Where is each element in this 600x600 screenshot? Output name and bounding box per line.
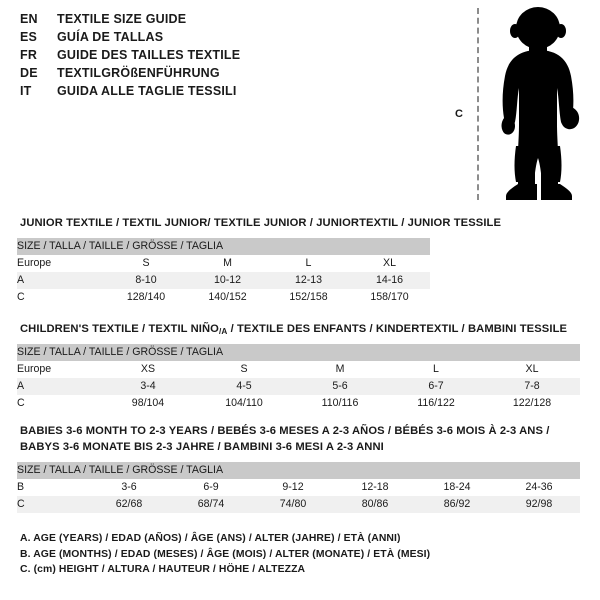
- babies-section-title-line2: BABYS 3-6 MONATE BIS 2-3 JAHRE / BAMBINI…: [20, 441, 384, 453]
- legend-item-a: A. AGE (YEARS) / EDAD (AÑOS) / ÂGE (ANS)…: [20, 533, 401, 544]
- cell-value: 122/128: [484, 395, 581, 412]
- cell-value: 158/170: [349, 289, 431, 306]
- language-row-en: EN TEXTILE SIZE GUIDE: [20, 12, 440, 30]
- babies-band-label: SIZE / TALLA / TAILLE / GRÖSSE / TAGLIA: [17, 462, 581, 479]
- table-row: A 8-10 10-12 12-13 14-16: [17, 272, 431, 289]
- junior-band-label: SIZE / TALLA / TAILLE / GRÖSSE / TAGLIA: [17, 238, 431, 255]
- language-title: TEXTILGRÖßENFÜHRUNG: [57, 66, 220, 80]
- cell-value: 68/74: [170, 496, 252, 513]
- row-label: C: [17, 496, 88, 513]
- table-row: C 98/104 104/110 110/116 116/122 122/128: [17, 395, 581, 412]
- row-label: C: [17, 289, 105, 306]
- cell-value: L: [268, 255, 349, 272]
- row-label: A: [17, 378, 100, 395]
- junior-table-band-row: SIZE / TALLA / TAILLE / GRÖSSE / TAGLIA: [17, 238, 431, 255]
- cell-value: 3-4: [100, 378, 196, 395]
- cell-value: M: [187, 255, 268, 272]
- cell-value: 104/110: [196, 395, 292, 412]
- height-measure-label: C: [455, 108, 463, 120]
- children-title-post: / TEXTILE DES ENFANTS / KINDERTEXTIL / B…: [227, 323, 568, 335]
- cell-value: 128/140: [105, 289, 187, 306]
- cell-value: S: [105, 255, 187, 272]
- language-header-block: EN TEXTILE SIZE GUIDE ES GUÍA DE TALLAS …: [20, 12, 440, 102]
- language-title: GUÍA DE TALLAS: [57, 30, 164, 44]
- junior-size-table: SIZE / TALLA / TAILLE / GRÖSSE / TAGLIA …: [17, 238, 431, 306]
- language-code: DE: [20, 66, 38, 80]
- cell-value: 24-36: [498, 479, 581, 496]
- babies-section-title-line1: BABIES 3-6 MONTH TO 2-3 YEARS / BEBÉS 3-…: [20, 425, 550, 437]
- cell-value: 6-7: [388, 378, 484, 395]
- children-section-title: CHILDREN'S TEXTILE / TEXTIL NIÑO/A / TEX…: [20, 322, 567, 339]
- children-title-subscript: /A: [218, 326, 228, 336]
- cell-value: 74/80: [252, 496, 334, 513]
- children-title-pre: CHILDREN'S TEXTILE / TEXTIL NIÑO: [20, 323, 219, 335]
- junior-section-title: JUNIOR TEXTILE / TEXTIL JUNIOR/ TEXTILE …: [20, 217, 502, 229]
- cell-value: 92/98: [498, 496, 581, 513]
- language-code: ES: [20, 30, 38, 44]
- children-size-table: SIZE / TALLA / TAILLE / GRÖSSE / TAGLIA …: [17, 344, 581, 412]
- toddler-silhouette-icon: [501, 7, 580, 200]
- cell-value: 3-6: [88, 479, 170, 496]
- language-code: IT: [20, 84, 32, 98]
- language-title: GUIDE DES TAILLES TEXTILE: [57, 48, 241, 62]
- cell-value: 110/116: [292, 395, 388, 412]
- cell-value: 62/68: [88, 496, 170, 513]
- table-row: B 3-6 6-9 9-12 12-18 18-24 24-36: [17, 479, 581, 496]
- legend-item-c: C. (cm) HEIGHT / ALTURA / HAUTEUR / HÖHE…: [20, 564, 306, 575]
- cell-value: 6-9: [170, 479, 252, 496]
- cell-value: XL: [484, 361, 581, 378]
- height-measurement-figure: C: [440, 0, 600, 210]
- cell-value: 80/86: [334, 496, 416, 513]
- language-title: TEXTILE SIZE GUIDE: [57, 12, 187, 26]
- row-label: Europe: [17, 255, 105, 272]
- row-label: A: [17, 272, 105, 289]
- cell-value: 9-12: [252, 479, 334, 496]
- cell-value: M: [292, 361, 388, 378]
- language-title: GUIDA ALLE TAGLIE TESSILI: [57, 84, 237, 98]
- language-code: EN: [20, 12, 38, 26]
- language-row-it: IT GUIDA ALLE TAGLIE TESSILI: [20, 84, 440, 102]
- row-label: C: [17, 395, 100, 412]
- language-code: FR: [20, 48, 38, 62]
- cell-value: XS: [100, 361, 196, 378]
- cell-value: 98/104: [100, 395, 196, 412]
- language-row-es: ES GUÍA DE TALLAS: [20, 30, 440, 48]
- babies-table-band-row: SIZE / TALLA / TAILLE / GRÖSSE / TAGLIA: [17, 462, 581, 479]
- table-row: A 3-4 4-5 5-6 6-7 7-8: [17, 378, 581, 395]
- cell-value: 152/158: [268, 289, 349, 306]
- height-dashed-line: [477, 8, 479, 200]
- cell-value: XL: [349, 255, 431, 272]
- language-row-de: DE TEXTILGRÖßENFÜHRUNG: [20, 66, 440, 84]
- cell-value: S: [196, 361, 292, 378]
- legend-block: A. AGE (YEARS) / EDAD (AÑOS) / ÂGE (ANS)…: [20, 531, 430, 578]
- cell-value: 4-5: [196, 378, 292, 395]
- cell-value: 18-24: [416, 479, 498, 496]
- table-row: C 128/140 140/152 152/158 158/170: [17, 289, 431, 306]
- children-band-label: SIZE / TALLA / TAILLE / GRÖSSE / TAGLIA: [17, 344, 581, 361]
- table-row: Europe XS S M L XL: [17, 361, 581, 378]
- language-row-fr: FR GUIDE DES TAILLES TEXTILE: [20, 48, 440, 66]
- cell-value: 140/152: [187, 289, 268, 306]
- table-row: C 62/68 68/74 74/80 80/86 86/92 92/98: [17, 496, 581, 513]
- cell-value: 14-16: [349, 272, 431, 289]
- table-row: Europe S M L XL: [17, 255, 431, 272]
- row-label: Europe: [17, 361, 100, 378]
- cell-value: 5-6: [292, 378, 388, 395]
- cell-value: 86/92: [416, 496, 498, 513]
- cell-value: 12-18: [334, 479, 416, 496]
- cell-value: 10-12: [187, 272, 268, 289]
- children-table-band-row: SIZE / TALLA / TAILLE / GRÖSSE / TAGLIA: [17, 344, 581, 361]
- cell-value: 116/122: [388, 395, 484, 412]
- cell-value: 8-10: [105, 272, 187, 289]
- row-label: B: [17, 479, 88, 496]
- cell-value: 7-8: [484, 378, 581, 395]
- babies-size-table: SIZE / TALLA / TAILLE / GRÖSSE / TAGLIA …: [17, 462, 581, 513]
- cell-value: L: [388, 361, 484, 378]
- cell-value: 12-13: [268, 272, 349, 289]
- legend-item-b: B. AGE (MONTHS) / EDAD (MESES) / ÂGE (MO…: [20, 548, 431, 560]
